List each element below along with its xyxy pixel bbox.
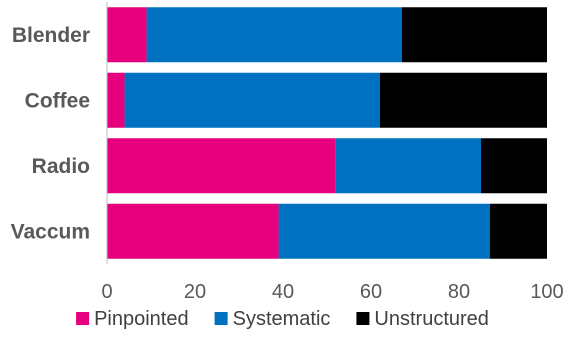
bars-group [107,7,547,259]
x-tick-label-20: 20 [184,281,206,303]
bar-vaccum-systematic [278,203,490,259]
legend-label-unstructured: Unstructured [374,308,489,330]
x-tick-label-100: 100 [530,281,563,303]
legend-item-systematic: Systematic [214,308,331,330]
bar-blender-systematic [146,7,402,63]
x-tick-label-40: 40 [272,281,294,303]
legend-item-unstructured: Unstructured [356,308,489,330]
x-tick-labels: 0 20 40 60 80 100 [101,281,563,303]
bar-coffee-pinpointed [107,72,125,128]
x-tick-label-60: 60 [360,281,382,303]
category-label-coffee: Coffee [25,89,90,112]
bar-coffee-unstructured [379,72,547,128]
bar-coffee-systematic [124,72,380,128]
category-label-vaccum: Vaccum [11,220,90,243]
bar-vaccum-pinpointed [107,203,279,259]
category-label-radio: Radio [32,155,90,178]
bar-radio-pinpointed [107,138,336,194]
legend-swatch-systematic [214,312,228,325]
legend-label-pinpointed: Pinpointed [94,308,189,330]
bar-blender-pinpointed [107,7,147,63]
bar-blender-unstructured [401,7,547,63]
category-label-blender: Blender [12,24,90,47]
x-tick-label-0: 0 [101,281,112,303]
legend-label-systematic: Systematic [233,308,331,330]
x-tick-label-80: 80 [448,281,470,303]
bar-radio-unstructured [481,138,547,194]
legend: Pinpointed Systematic Unstructured [76,308,489,330]
legend-swatch-unstructured [356,312,370,325]
bar-vaccum-unstructured [489,203,547,259]
legend-item-pinpointed: Pinpointed [76,308,189,330]
bar-radio-systematic [335,138,481,194]
legend-swatch-pinpointed [76,312,90,325]
category-labels: Blender Coffee Radio Vaccum [11,24,90,244]
